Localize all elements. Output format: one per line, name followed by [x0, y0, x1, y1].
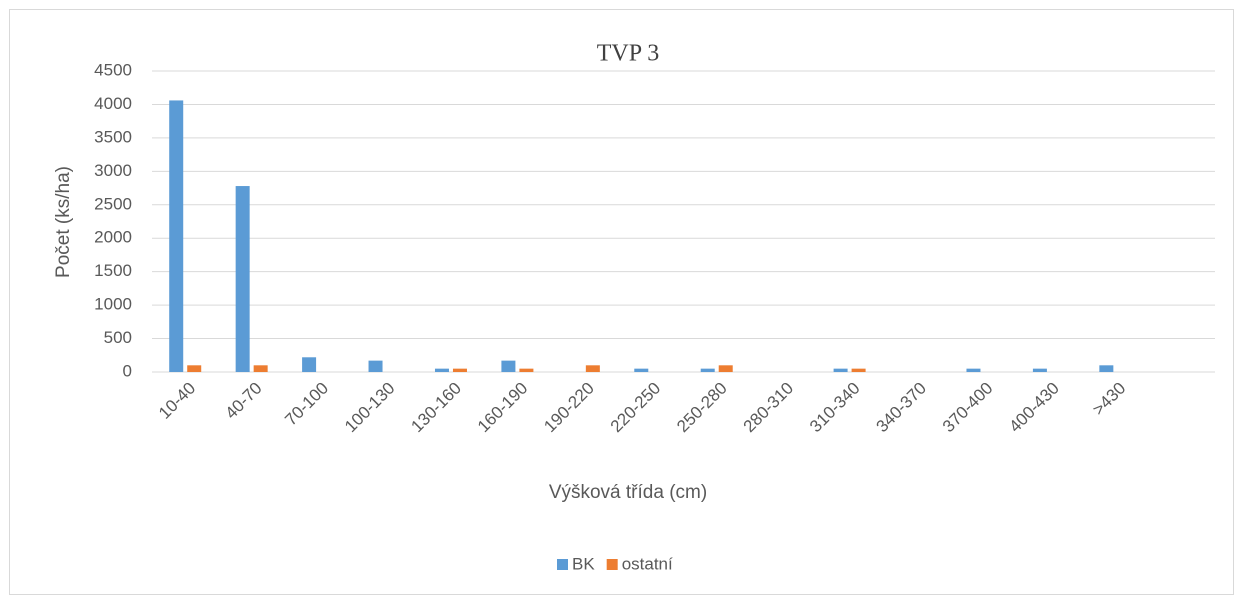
bar: [368, 360, 383, 372]
y-tick-label: 2500: [94, 194, 132, 213]
x-axis-title: Výšková třída (cm): [549, 482, 707, 503]
legend-label: BK: [572, 554, 595, 573]
bar: [718, 365, 733, 372]
y-tick-label: 2000: [94, 228, 132, 247]
bar: [1032, 368, 1047, 372]
bar: [501, 360, 516, 372]
bar: [833, 368, 848, 372]
legend-label: ostatní: [622, 554, 673, 573]
bar: [700, 368, 715, 372]
y-tick-label: 3500: [94, 127, 132, 146]
bar: [253, 365, 268, 372]
y-tick-label: 3000: [94, 161, 132, 180]
bar: [851, 368, 866, 372]
y-tick-label: 4500: [94, 60, 132, 79]
chart-title: TVP 3: [597, 41, 659, 67]
y-axis-title: Počet (ks/ha): [53, 166, 74, 278]
y-tick-label: 500: [104, 328, 132, 347]
bar: [302, 357, 317, 372]
bar: [585, 365, 600, 372]
legend-swatch: [606, 559, 618, 570]
bar: [966, 368, 981, 372]
bar: [169, 100, 184, 372]
legend-swatch: [557, 559, 568, 570]
bar: [519, 368, 534, 372]
bar: [452, 368, 467, 372]
y-tick-label: 1500: [94, 261, 132, 280]
y-tick-label: 0: [123, 361, 132, 380]
chart-border: [9, 9, 1234, 595]
y-tick-label: 1000: [94, 295, 132, 314]
y-tick-label: 4000: [94, 94, 132, 113]
bar: [235, 186, 250, 372]
bar: [1099, 365, 1114, 372]
bar: [634, 368, 649, 372]
bar: [434, 368, 449, 372]
bar: [187, 365, 202, 372]
